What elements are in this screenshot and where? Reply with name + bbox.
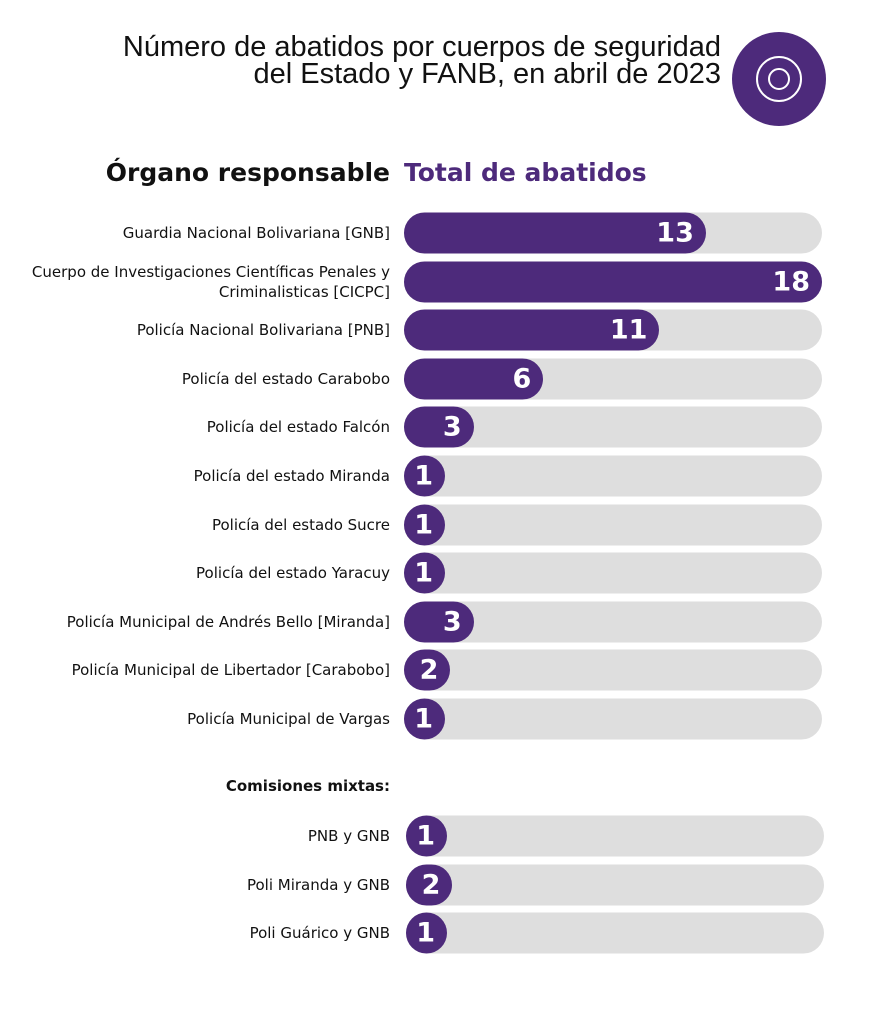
bar-track: 3	[404, 601, 822, 643]
data-label: 1	[414, 703, 433, 735]
bar-track: 18	[404, 261, 822, 303]
data-label: 1	[414, 509, 433, 541]
bar-track: 3	[404, 406, 822, 448]
category-label: Policía del estado Falcón	[206, 418, 390, 437]
data-label: 1	[416, 917, 435, 949]
bar: 3	[404, 406, 474, 448]
bar: 1	[404, 504, 445, 546]
bar: 1	[404, 455, 445, 497]
x-axis-header: Total de abatidos	[404, 158, 647, 187]
bar: 1	[406, 912, 447, 954]
category-label: Poli Miranda y GNB	[246, 875, 390, 894]
data-label: 2	[421, 869, 441, 901]
bar: 1	[404, 698, 445, 740]
bar-track: 2	[404, 649, 822, 691]
chart-title: Número de abatidos por cuerpos de seguri…	[122, 31, 721, 90]
bar-track: 1	[404, 455, 822, 497]
category-label: Policía del estado Sucre	[211, 515, 390, 534]
bar: 13	[404, 212, 706, 254]
bar: 1	[406, 815, 447, 857]
bar: 18	[404, 261, 822, 303]
bar-track: 1	[404, 504, 822, 546]
data-label: 1	[416, 820, 435, 852]
data-label: 6	[512, 363, 532, 395]
bar: 6	[404, 358, 544, 400]
bar-track: 6	[404, 358, 822, 400]
bar-track: 13	[404, 212, 822, 254]
bar: 2	[404, 649, 451, 691]
category-label: Policía Municipal de Vargas	[187, 710, 390, 728]
bar-track: 11	[404, 309, 822, 351]
category-label: PNB y GNB	[307, 827, 390, 845]
data-label: 1	[414, 557, 433, 589]
group-label-comisiones-mixtas: Comisiones mixtas:	[225, 777, 390, 795]
bar-track: 2	[406, 864, 824, 906]
category-label: Policía Municipal de Libertador [Carabob…	[71, 661, 390, 680]
bar-track: 1	[404, 698, 822, 740]
target-logo-icon	[732, 32, 826, 126]
data-label: 2	[419, 654, 439, 686]
bar-track: 1	[406, 912, 824, 954]
category-label: Policía Nacional Bolivariana [PNB]	[136, 321, 390, 340]
category-label: Poli Guárico y GNB	[249, 924, 390, 943]
bar: 2	[406, 864, 453, 906]
bar: 1	[404, 552, 445, 594]
bar: 11	[404, 309, 660, 351]
data-label: 1	[414, 460, 433, 492]
category-label: Cuerpo de Investigaciones Científicas Pe…	[31, 262, 390, 301]
data-label: 3	[442, 606, 462, 638]
category-label: Policía Municipal de Andrés Bello [Miran…	[66, 612, 390, 631]
y-axis-header: Órgano responsable	[105, 158, 390, 187]
data-label: 13	[656, 217, 694, 249]
category-label: Policía del estado Miranda	[193, 467, 390, 485]
data-label: 18	[772, 266, 810, 298]
data-label: 11	[609, 314, 648, 346]
bar-track: 1	[406, 815, 824, 857]
category-label: Policía del estado Yaracuy	[196, 564, 390, 583]
bar: 3	[404, 601, 474, 643]
data-label: 3	[442, 411, 462, 443]
category-label: Guardia Nacional Bolivariana [GNB]	[122, 224, 390, 242]
bar-track: 1	[404, 552, 822, 594]
category-label: Policía del estado Carabobo	[181, 369, 390, 388]
